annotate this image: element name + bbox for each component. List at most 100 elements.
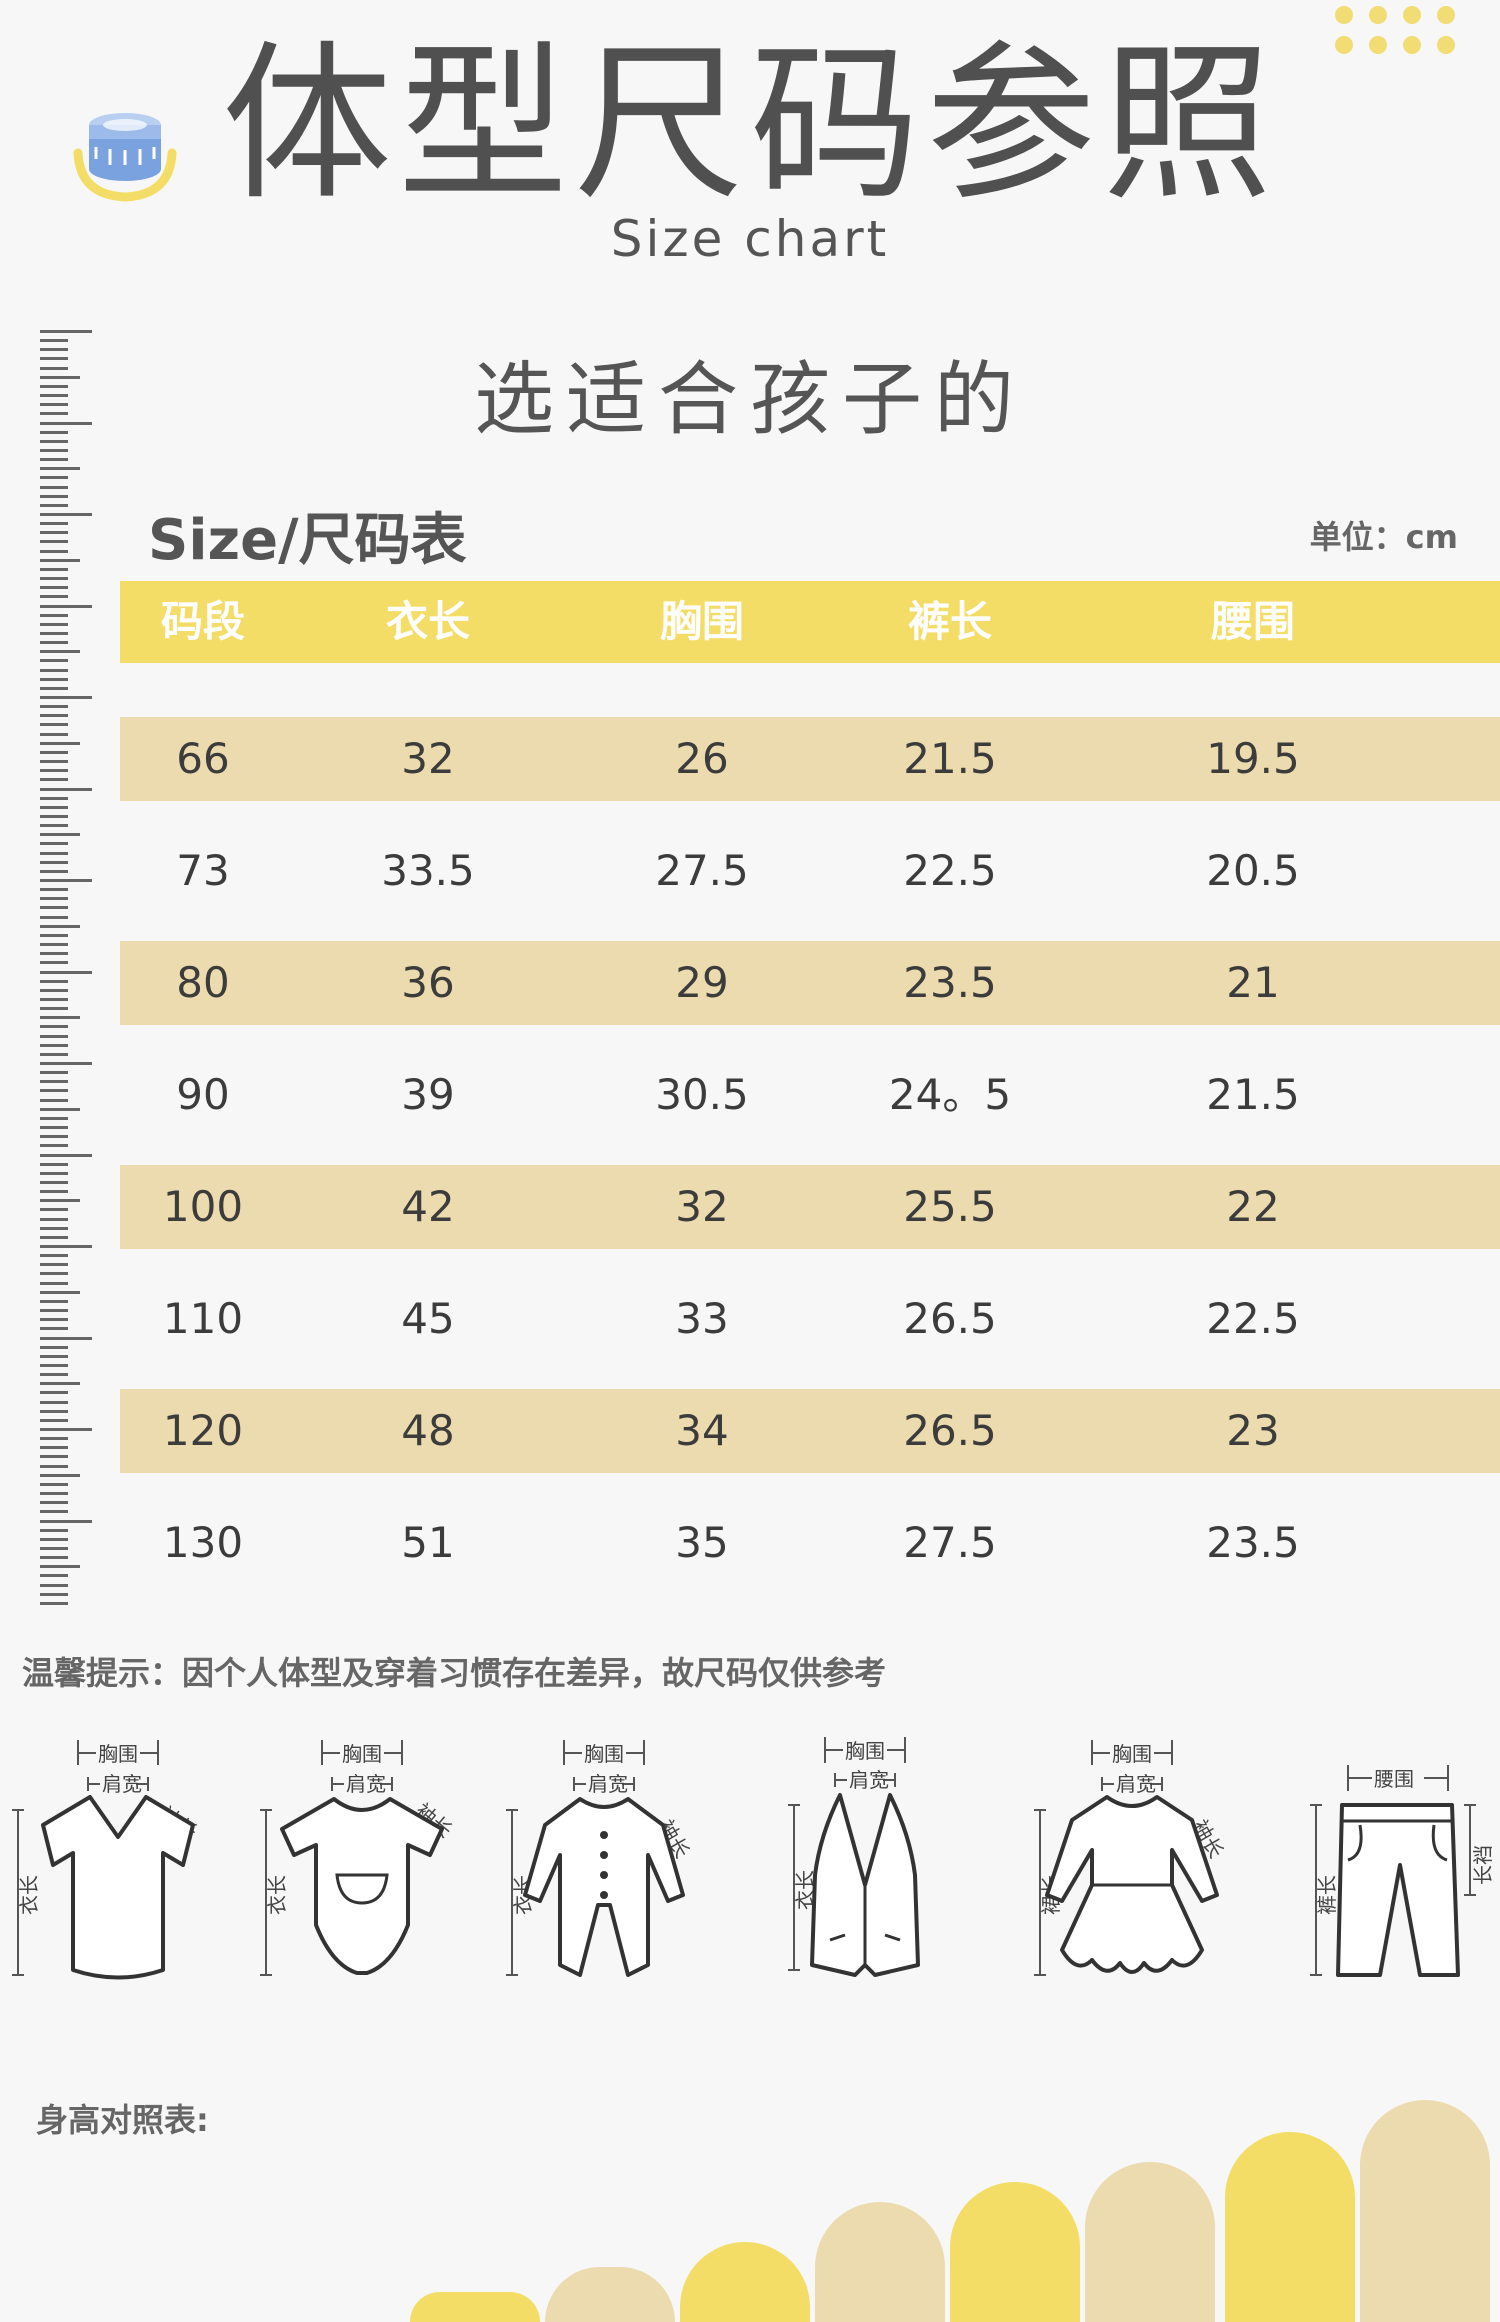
ruler-tick (40, 1373, 68, 1377)
ruler-tick (40, 769, 68, 773)
bodysuit-top-label: 胸围 (342, 1742, 382, 1766)
table-cell: 39 (401, 1070, 455, 1119)
ruler-tick (40, 1519, 92, 1523)
table-cell: 34 (675, 1406, 729, 1455)
ruler-tick (40, 1171, 68, 1175)
table-header: 码段 衣长 胸围 裤长 腰围 (120, 581, 1500, 663)
height-bar (545, 2267, 675, 2322)
ruler-tick (40, 1062, 92, 1065)
ruler-tick (40, 668, 68, 672)
ruler-tick (40, 339, 68, 343)
ruler-tick (40, 503, 68, 507)
ruler-tick (40, 1290, 80, 1294)
ruler-tick (40, 860, 68, 864)
decorative-dots (1335, 6, 1460, 61)
ruler-tick (40, 814, 68, 818)
ruler-tick (40, 988, 68, 992)
table-row: 90 39 30.5 24。5 21.5 (120, 1053, 1500, 1137)
tagline: 选适合孩子的 (474, 353, 1026, 446)
ruler-tick (40, 485, 68, 489)
column-header-waist: 腰围 (1210, 597, 1295, 646)
ruler-tick (40, 366, 68, 370)
ruler-tick (40, 1354, 68, 1358)
dress-diagram: 裙长 胸围 肩宽 袖长 (1022, 1725, 1242, 1999)
table-cell: 32 (675, 1182, 729, 1231)
table-cell: 66 (176, 734, 230, 783)
table-cell: 25.5 (903, 1182, 997, 1231)
ruler-tick (40, 1537, 68, 1541)
table-cell: 24。5 (888, 1070, 1012, 1119)
dress-top-label: 胸围 (1112, 1742, 1152, 1766)
ruler-tick (40, 549, 68, 553)
ruler-tick (40, 1409, 68, 1413)
ruler-tick (40, 760, 68, 764)
ruler-tick (40, 979, 68, 983)
ruler-tick (40, 723, 68, 727)
ruler-tick (40, 869, 68, 873)
table-cell: 23 (1226, 1406, 1280, 1455)
ruler-tick (40, 778, 68, 782)
unit-label: 单位：cm (1309, 518, 1458, 556)
ruler-tick (40, 1190, 68, 1194)
ruler-tick (40, 897, 68, 901)
column-header-size: 码段 (160, 597, 245, 646)
column-header-pants-length: 裤长 (907, 597, 992, 646)
table-cell: 22.5 (903, 846, 997, 895)
bodysuit-diagram: 衣长 胸围 肩宽 袖长 (252, 1725, 472, 1999)
ruler-tick (40, 330, 92, 333)
ruler-tick (40, 384, 68, 388)
ruler-tick (40, 1080, 68, 1084)
ruler-tick (40, 888, 68, 892)
ruler-tick (40, 1235, 68, 1239)
table-cell: 22 (1226, 1182, 1280, 1231)
height-bar (1085, 2162, 1215, 2322)
ruler-tick (40, 622, 68, 626)
ruler-tick (40, 1464, 68, 1468)
ruler-tick (40, 1318, 68, 1322)
ruler-tick (40, 567, 68, 571)
ruler-tick (40, 750, 68, 754)
ruler-tick (40, 1199, 80, 1203)
ruler-tick (40, 1510, 68, 1514)
table-cell: 21.5 (1206, 1070, 1300, 1119)
page-title: 体型尺码参照 (221, 26, 1278, 224)
bodysuit-side-label: 衣长 (265, 1875, 289, 1915)
ruler-tick (40, 613, 68, 617)
ruler-decoration (40, 330, 95, 1610)
page-subtitle: Size chart (610, 210, 890, 268)
table-cell: 27.5 (903, 1518, 997, 1567)
ruler-tick (40, 787, 92, 791)
ruler-tick (40, 1007, 68, 1011)
ruler-tick (40, 1254, 68, 1258)
ruler-tick (40, 1446, 68, 1450)
romper-mid-label: 肩宽 (588, 1772, 628, 1796)
ruler-tick (40, 1546, 68, 1550)
ruler-tick (40, 494, 68, 498)
ruler-tick (40, 467, 80, 471)
ruler-tick (40, 1299, 68, 1303)
ruler-tick (40, 952, 68, 956)
ruler-tick (40, 458, 68, 462)
ruler-tick (40, 796, 68, 800)
ruler-tick (40, 1144, 68, 1148)
ruler-tick (40, 1116, 68, 1120)
vest-top-label: 胸围 (845, 1739, 885, 1763)
ruler-tick (40, 805, 68, 809)
ruler-tick (40, 1309, 68, 1313)
ruler-tick (40, 430, 68, 434)
ruler-tick (40, 824, 68, 828)
ruler-tick (40, 943, 68, 947)
ruler-tick (40, 604, 92, 608)
ruler-tick (40, 1135, 68, 1139)
ruler-tick (40, 1482, 68, 1486)
ruler-tick (40, 686, 68, 690)
ruler-tick (40, 1492, 68, 1496)
ruler-tick (40, 677, 68, 681)
ruler-tick (40, 421, 92, 425)
ruler-tick (40, 1363, 68, 1367)
table-cell: 23.5 (1206, 1518, 1300, 1567)
decorative-dot (1403, 36, 1421, 54)
vest-diagram: 衣长 胸围 肩宽 (780, 1725, 960, 1999)
ruler-tick (40, 1382, 80, 1386)
ruler-tick (40, 1528, 68, 1532)
